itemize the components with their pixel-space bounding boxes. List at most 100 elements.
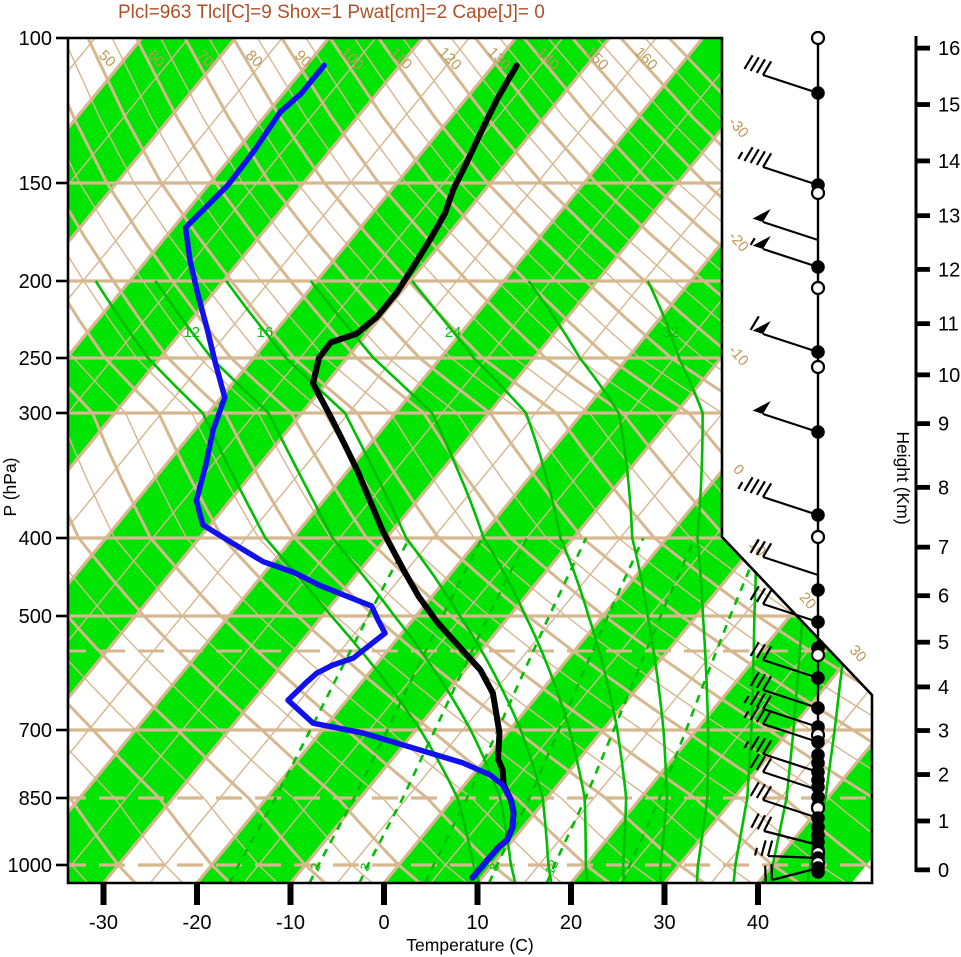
- dry-adiabat-line: [305, 38, 872, 883]
- dry-adiabat-line: [68, 38, 611, 883]
- pressure-tick: [56, 796, 68, 800]
- wind-level-dot: [811, 701, 825, 715]
- isotherm-line: [68, 38, 657, 883]
- isotherm-edge-label: -20: [725, 228, 752, 255]
- wind-barb-shaft: [762, 412, 819, 434]
- pressure-tick: [56, 614, 68, 618]
- wind-barb-shaft: [762, 73, 819, 95]
- mixing-ratio-line: [358, 537, 529, 883]
- dry-adiabat-line: [68, 38, 658, 883]
- height-tick-label: 3: [938, 721, 949, 743]
- temperature-tick: [568, 884, 574, 905]
- dry-adiabat-line: [68, 38, 421, 883]
- wind-barb: [749, 641, 819, 680]
- pressure-tick-label: 700: [19, 720, 52, 742]
- wind-level-dot: [811, 671, 825, 685]
- wind-barb-shaft: [762, 165, 819, 187]
- wind-barb-feather: [755, 707, 766, 723]
- height-tick: [916, 102, 930, 107]
- wind-barb-feather: [755, 540, 766, 556]
- wind-level-dot: [811, 780, 825, 794]
- dry-adiabat-line: [183, 38, 872, 883]
- mixing-ratio-label: 12: [542, 857, 562, 876]
- dry-adiabat-line: [328, 38, 872, 883]
- dry-adiabat-line: [68, 38, 279, 883]
- wind-barb-half-feather: [743, 710, 750, 719]
- pressure-tick-label: 150: [19, 173, 52, 195]
- wind-barb: [743, 690, 819, 729]
- wind-barb-feather: [749, 585, 760, 601]
- wind-barb-feather: [743, 476, 754, 492]
- wind-barb-feather: [755, 58, 766, 74]
- wind-barb: [749, 753, 819, 792]
- wind-barb: [737, 476, 819, 517]
- height-tick-label: 2: [938, 765, 949, 787]
- temperature-tick-label: -30: [89, 912, 118, 934]
- temperature-tick: [755, 884, 761, 905]
- mixing-ratio-line: [228, 537, 411, 883]
- pressure-tick-label: 1000: [8, 855, 53, 877]
- wind-level-dot: [811, 260, 825, 274]
- height-tick: [916, 213, 930, 219]
- wind-barb: [749, 315, 819, 354]
- wind-barb-feather: [749, 148, 760, 164]
- green-band: [68, 38, 423, 883]
- wind-barb-feather: [766, 840, 774, 857]
- pressure-tick-label: 200: [19, 271, 52, 293]
- wind-barb-pennant: [752, 401, 771, 414]
- wind-barb-feather: [762, 542, 773, 558]
- dry-adiabat-line: [111, 38, 872, 883]
- pressure-tick-label: 250: [19, 348, 52, 370]
- temperature-tick-label: 0: [378, 912, 389, 934]
- wind-barb: [752, 401, 819, 434]
- wind-barb-feather: [755, 587, 766, 603]
- temperature-tick-label: 30: [653, 912, 675, 934]
- dry-adiabat-line: [86, 38, 872, 883]
- wind-barb: [743, 54, 819, 95]
- wind-barb-feather: [762, 675, 773, 691]
- isotherm-line: [663, 38, 872, 883]
- wind-barb: [752, 209, 819, 242]
- height-tick-label: 15: [938, 95, 960, 117]
- wind-barb-half-feather: [753, 847, 759, 856]
- moist-adiabat-label: 32: [662, 324, 679, 341]
- height-tick-label: 8: [938, 477, 949, 499]
- pressure-tick: [56, 728, 68, 732]
- wind-barb-shaft: [762, 688, 819, 710]
- dry-adiabat-line: [280, 38, 872, 883]
- moist-adiabat-label: 12: [183, 324, 200, 341]
- height-tick: [916, 639, 930, 645]
- wind-barb-shaft: [762, 495, 819, 517]
- height-tick: [916, 484, 930, 490]
- wind-barb: [749, 671, 819, 710]
- wind-barb-shaft: [771, 866, 819, 882]
- pressure-tick: [56, 356, 68, 360]
- plot-border: [66, 36, 874, 885]
- moist-adiabat-label: 16: [257, 324, 274, 341]
- height-tick: [916, 728, 930, 733]
- wind-barb-feather: [762, 589, 773, 605]
- temperature-tick: [474, 884, 481, 905]
- wind-barb-half-feather: [743, 740, 750, 749]
- wind-barb-feather: [755, 480, 766, 496]
- wind-barb-shaft: [762, 332, 819, 354]
- height-tick: [916, 321, 930, 327]
- wind-level-dot: [811, 345, 825, 359]
- isotherm-edge-label: -10: [725, 342, 752, 369]
- height-tick: [916, 544, 930, 550]
- dry-adiabat-line: [68, 38, 800, 883]
- wind-barb-feather: [755, 692, 766, 708]
- wind-barb-feather: [749, 781, 760, 797]
- wind-barb: [764, 864, 819, 882]
- isotherm-line: [68, 38, 751, 883]
- wind-barb: [749, 236, 819, 269]
- dry-adiabat-line: [68, 38, 184, 883]
- wind-barb: [743, 705, 819, 744]
- dry-adiabat-line: [68, 38, 753, 883]
- dry-adiabat-line: [68, 38, 137, 883]
- pressure-tick-label: 500: [19, 606, 52, 628]
- wind-barb-half-feather: [737, 481, 744, 490]
